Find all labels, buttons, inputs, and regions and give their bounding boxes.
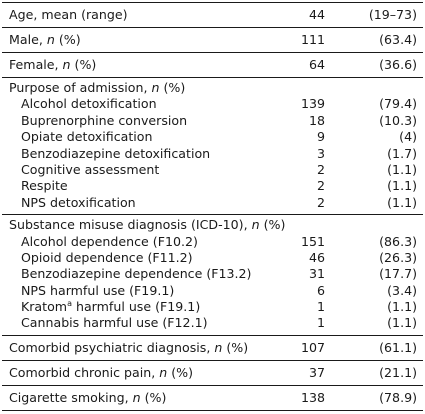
row-label: Alcohol dependence (F10.2) xyxy=(21,233,198,249)
row-count: 18 xyxy=(308,112,325,128)
row-label: Benzodiazepine dependence (F13.2) xyxy=(21,266,252,282)
section-header: Purpose of admission, n (%) xyxy=(2,80,423,96)
table-row: Opioid dependence (F11.2) 46 (26.3) xyxy=(2,250,423,266)
row-percent: (1.1) xyxy=(387,315,417,331)
table-row: NPS detoxification 2 (1.1) xyxy=(2,195,423,211)
table-row: Female, n (%) 64 (36.6) xyxy=(2,55,423,74)
row-percent: (26.3) xyxy=(379,249,417,265)
row-count: 6 xyxy=(316,282,325,298)
section-age: Age, mean (range) 44 (19–73) xyxy=(2,3,423,28)
row-percent: (1.7) xyxy=(387,145,417,161)
table-row: Cognitive assessment 2 (1.1) xyxy=(2,162,423,178)
row-count: 1 xyxy=(316,315,325,331)
section-comorbid-chronic-pain: Comorbid chronic pain, n (%) 37 (21.1) xyxy=(2,361,423,386)
row-count: 44 xyxy=(308,7,325,22)
row-count: 151 xyxy=(300,233,325,249)
section-header-label: Purpose of admission, n (%) xyxy=(9,80,186,95)
section-cigarette-smoking: Cigarette smoking, n (%) 138 (78.9) xyxy=(2,386,423,410)
row-count: 2 xyxy=(316,194,325,210)
row-label: Opiate detoxification xyxy=(21,129,153,145)
row-label: NPS harmful use (F19.1) xyxy=(21,282,175,298)
row-label: Buprenorphine conversion xyxy=(21,112,188,128)
table-row: Male, n (%) 111 (63.4) xyxy=(2,30,423,49)
row-label: Comorbid chronic pain, n (%) xyxy=(9,364,194,380)
row-percent: (1.1) xyxy=(387,161,417,177)
section-male: Male, n (%) 111 (63.4) xyxy=(2,28,423,53)
row-count: 46 xyxy=(308,249,325,265)
section-header-label: Substance misuse diagnosis (ICD-10), n (… xyxy=(9,217,286,233)
row-percent: (1.1) xyxy=(387,178,417,194)
row-count: 31 xyxy=(308,266,325,282)
row-label: Benzodiazepine detoxification xyxy=(21,145,211,161)
row-percent: (78.9) xyxy=(379,389,417,405)
row-count: 2 xyxy=(316,161,325,177)
table-row: Cannabis harmful use (F12.1) 1 (1.1) xyxy=(2,315,423,331)
row-count: 1 xyxy=(316,299,325,315)
row-percent: (1.1) xyxy=(387,299,417,315)
table-row: Respite 2 (1.1) xyxy=(2,178,423,194)
table-row: Benzodiazepine detoxification 3 (1.7) xyxy=(2,146,423,162)
row-percent: (63.4) xyxy=(379,32,417,47)
table-row: Age, mean (range) 44 (19–73) xyxy=(2,5,423,24)
row-percent: (17.7) xyxy=(379,266,417,282)
table-row: Benzodiazepine dependence (F13.2) 31 (17… xyxy=(2,266,423,282)
row-percent: (79.4) xyxy=(379,96,417,112)
table-row: Cigarette smoking, n (%) 138 (78.9) xyxy=(2,388,423,407)
row-count: 37 xyxy=(308,364,325,380)
row-label: Female, n (%) xyxy=(9,57,97,72)
row-label: Alcohol detoxification xyxy=(21,96,157,112)
row-percent: (4) xyxy=(399,129,417,145)
footnote-marker: a xyxy=(67,299,72,309)
row-label: Cognitive assessment xyxy=(21,161,160,177)
row-percent: (86.3) xyxy=(379,233,417,249)
row-range: (19–73) xyxy=(368,7,417,22)
table-row: Comorbid chronic pain, n (%) 37 (21.1) xyxy=(2,363,423,382)
row-percent: (61.1) xyxy=(379,339,417,355)
row-percent: (21.1) xyxy=(379,364,417,380)
row-label: Kratoma harmful use (F19.1) xyxy=(21,299,201,315)
table-row: Buprenorphine conversion 18 (10.3) xyxy=(2,113,423,129)
row-label: Male, n (%) xyxy=(9,32,81,47)
row-label: Cigarette smoking, n (%) xyxy=(9,389,167,405)
section-header: Substance misuse diagnosis (ICD-10), n (… xyxy=(2,217,423,233)
row-count: 2 xyxy=(316,178,325,194)
row-count: 3 xyxy=(316,145,325,161)
table-row: Comorbid psychiatric diagnosis, n (%) 10… xyxy=(2,338,423,357)
row-count: 9 xyxy=(316,129,325,145)
row-count: 64 xyxy=(308,57,325,72)
row-count: 138 xyxy=(300,389,325,405)
section-substance-misuse-diagnosis: Substance misuse diagnosis (ICD-10), n (… xyxy=(2,215,423,336)
row-label: Cannabis harmful use (F12.1) xyxy=(21,315,208,331)
row-label: Comorbid psychiatric diagnosis, n (%) xyxy=(9,339,249,355)
table-row: Alcohol detoxification 139 (79.4) xyxy=(2,96,423,112)
row-percent: (36.6) xyxy=(379,57,417,72)
row-label: Respite xyxy=(21,178,68,194)
row-percent: (3.4) xyxy=(387,282,417,298)
section-female: Female, n (%) 64 (36.6) xyxy=(2,53,423,78)
row-count: 111 xyxy=(300,32,325,47)
table-row: Opiate detoxification 9 (4) xyxy=(2,129,423,145)
demographics-table: Age, mean (range) 44 (19–73) Male, n (%)… xyxy=(2,2,423,411)
row-count: 139 xyxy=(300,96,325,112)
section-purpose-of-admission: Purpose of admission, n (%) Alcohol deto… xyxy=(2,78,423,216)
row-percent: (10.3) xyxy=(379,112,417,128)
row-count: 107 xyxy=(300,339,325,355)
section-comorbid-psychiatric: Comorbid psychiatric diagnosis, n (%) 10… xyxy=(2,336,423,361)
row-percent: (1.1) xyxy=(387,194,417,210)
row-label: Opioid dependence (F11.2) xyxy=(21,249,193,265)
row-label: NPS detoxification xyxy=(21,194,136,210)
table-row: Alcohol dependence (F10.2) 151 (86.3) xyxy=(2,234,423,250)
table-row: Kratoma harmful use (F19.1) 1 (1.1) xyxy=(2,299,423,315)
table-row: NPS harmful use (F19.1) 6 (3.4) xyxy=(2,283,423,299)
row-label: Age, mean (range) xyxy=(9,7,128,22)
